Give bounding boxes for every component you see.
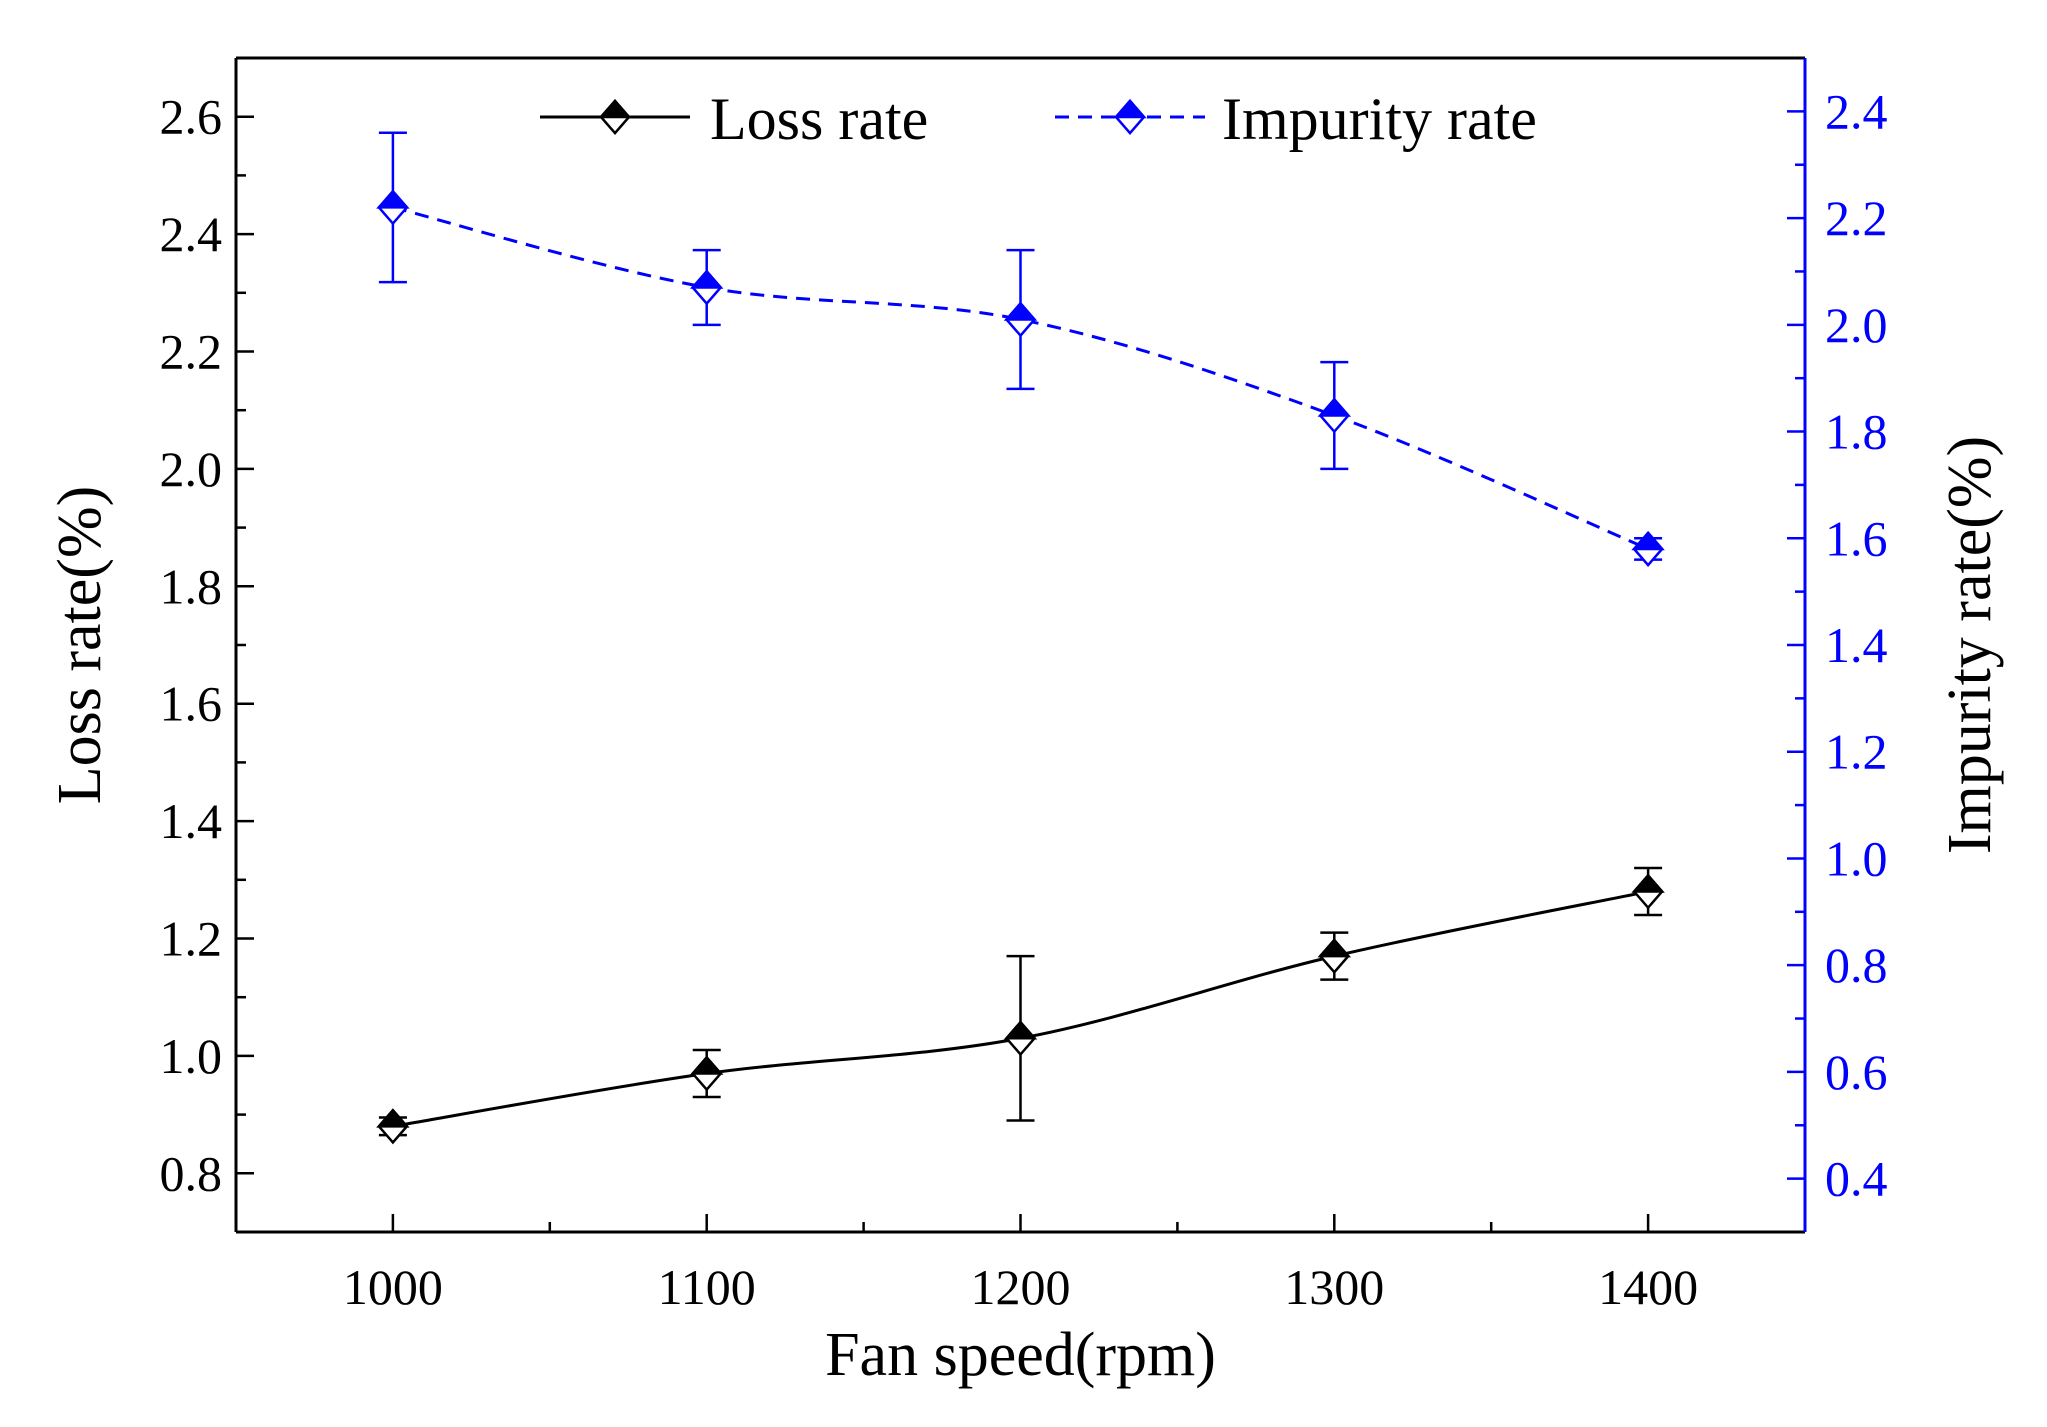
data-point-fill <box>689 1055 724 1075</box>
y2-tick-label: 1.0 <box>1825 830 1888 886</box>
legend: Loss rate Impurity rate <box>540 86 1537 152</box>
y2-tick-label: 0.6 <box>1825 1044 1888 1100</box>
x-tick-label: 1300 <box>1284 1259 1384 1315</box>
legend-item-loss-rate: Loss rate <box>540 86 928 152</box>
y-tick-label: 2.6 <box>160 89 223 145</box>
legend-label: Loss rate <box>710 86 928 152</box>
y-tick-label: 2.2 <box>160 324 223 380</box>
y-tick-label: 1.2 <box>160 911 223 967</box>
y-tick-label: 2.0 <box>160 441 223 497</box>
data-point-fill <box>376 189 410 209</box>
data-point-fill <box>689 269 724 289</box>
y-tick-label: 1.4 <box>160 793 223 849</box>
legend-item-impurity-rate: Impurity rate <box>1055 86 1537 152</box>
legend-marker-fill <box>1113 98 1147 119</box>
y2-axis-title: Impurity rate(%) <box>1936 436 2004 854</box>
data-point-fill <box>1631 873 1665 893</box>
y2-tick-label: 1.4 <box>1825 617 1888 673</box>
y-tick-label: 2.4 <box>160 206 223 262</box>
y-axis-title: Loss rate(%) <box>46 486 114 804</box>
data-point-fill <box>1003 1020 1038 1040</box>
y-tick-label: 1.6 <box>160 676 223 732</box>
x-axis-title: Fan speed(rpm) <box>825 1321 1216 1389</box>
series-layer <box>376 131 1665 1145</box>
axes-layer: 1000 1100 1200 1300 1400 0.8 1.0 1.2 1.4 1.6 1.8 2.… <box>160 56 1888 1315</box>
x-tick-label: 1000 <box>343 1259 443 1315</box>
x-tick-label: 1400 <box>1598 1259 1698 1315</box>
data-point-fill <box>1317 938 1352 958</box>
legend-label: Impurity rate <box>1222 86 1537 152</box>
y2-tick-label: 1.2 <box>1825 724 1888 780</box>
y-tick-label: 1.0 <box>160 1028 223 1084</box>
data-point-fill <box>1631 530 1665 551</box>
y2-tick-label: 0.8 <box>1825 937 1888 993</box>
y2-tick-label: 2.4 <box>1825 83 1888 139</box>
series-loss-rate <box>376 866 1665 1145</box>
data-point-fill <box>376 1108 410 1128</box>
legend-marker-fill <box>598 98 632 119</box>
y2-tick-label: 2.0 <box>1825 297 1888 353</box>
y2-tick-label: 0.4 <box>1825 1151 1888 1207</box>
series-line <box>392 205 1649 551</box>
data-point-fill <box>1317 397 1352 417</box>
x-tick-label: 1100 <box>658 1259 756 1315</box>
series-impurity-rate <box>376 131 1665 567</box>
data-point-fill <box>1003 301 1038 321</box>
y2-tick-label: 1.8 <box>1825 404 1888 460</box>
y2-tick-label: 2.2 <box>1825 190 1888 246</box>
y-tick-label: 1.8 <box>160 558 223 614</box>
x-tick-label: 1200 <box>971 1259 1071 1315</box>
y-tick-label: 0.8 <box>160 1145 223 1201</box>
y2-tick-label: 1.6 <box>1825 510 1888 566</box>
